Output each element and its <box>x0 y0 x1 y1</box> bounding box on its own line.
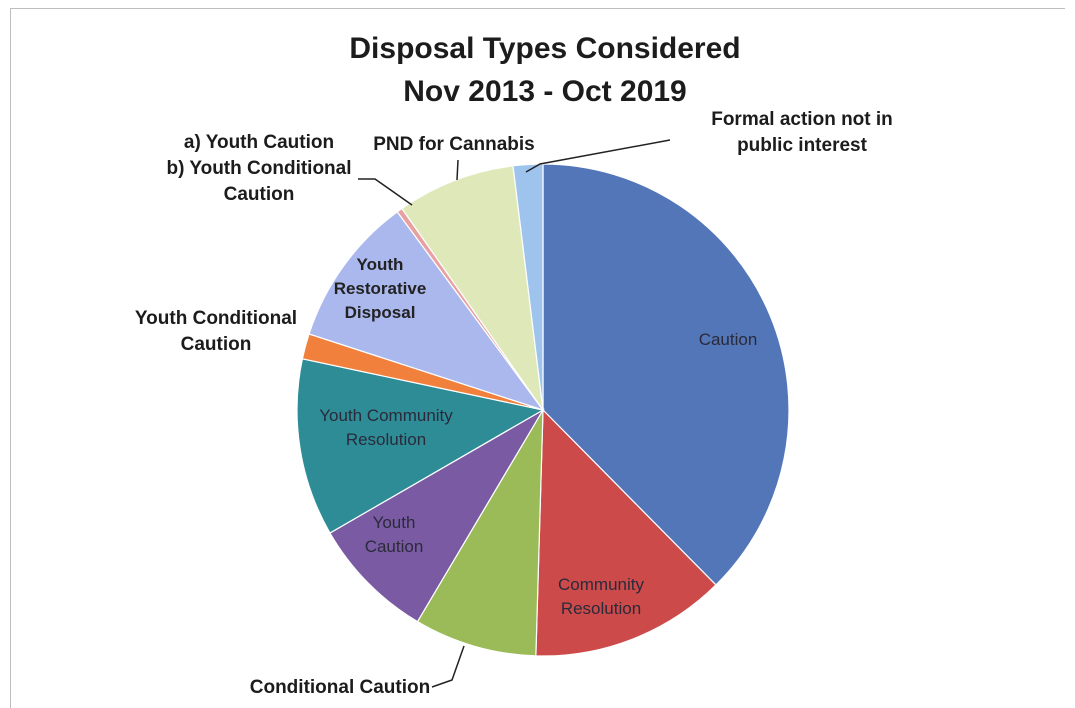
label-youth-caution: Youth Caution <box>365 513 424 556</box>
slice-caution <box>542 163 790 586</box>
slice-youth-community-resolution <box>296 358 545 534</box>
label-formal-action-not-in-public-interest: Formal action not in public interest <box>711 109 893 156</box>
slice-youth-caution <box>329 408 545 623</box>
leader-line-pnd-for-cannabis <box>456 159 459 181</box>
slice-youth-restorative-disposal <box>308 210 545 412</box>
label-pnd-for-cannabis: PND for Cannabis <box>373 134 535 155</box>
label-conditional-caution: Conditional Caution <box>250 677 430 698</box>
leader-line-conditional-caution <box>431 645 465 688</box>
label-youth-restorative-disposal: Youth Restorative Disposal <box>334 255 427 322</box>
leader-line-a-youth-caution-b-youth-conditional-caution <box>358 178 413 206</box>
label-youth-conditional-caution: Youth Conditional Caution <box>135 308 297 355</box>
slice-pnd-for-cannabis <box>401 165 544 411</box>
slice-conditional-caution <box>416 407 544 657</box>
label-a-youth-caution-b-youth-conditional-caution: a) Youth Caution b) Youth Conditional Caut… <box>166 132 351 205</box>
leader-line-formal-action-not-in-public-interest <box>525 139 671 173</box>
slice-community-resolution <box>535 408 717 657</box>
chart-title-line-2: Nov 2013 - Oct 2019 <box>403 75 687 108</box>
chart-frame <box>10 8 1065 708</box>
label-community-resolution: Community Resolution <box>558 575 644 618</box>
label-caution: Caution <box>699 330 758 349</box>
chart-title-line-1: Disposal Types Considered <box>349 32 740 65</box>
label-youth-community-resolution: Youth Community Resolution <box>319 406 453 449</box>
